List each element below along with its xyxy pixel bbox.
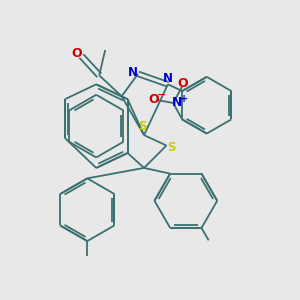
Text: O: O	[148, 94, 158, 106]
Text: N: N	[128, 66, 138, 79]
Text: N: N	[172, 97, 182, 110]
Text: O: O	[178, 77, 188, 90]
Text: S: S	[167, 140, 175, 154]
Text: +: +	[180, 94, 188, 104]
Text: N: N	[163, 72, 173, 86]
Text: −: −	[157, 90, 166, 100]
Text: O: O	[71, 47, 82, 60]
Text: S: S	[138, 120, 147, 133]
